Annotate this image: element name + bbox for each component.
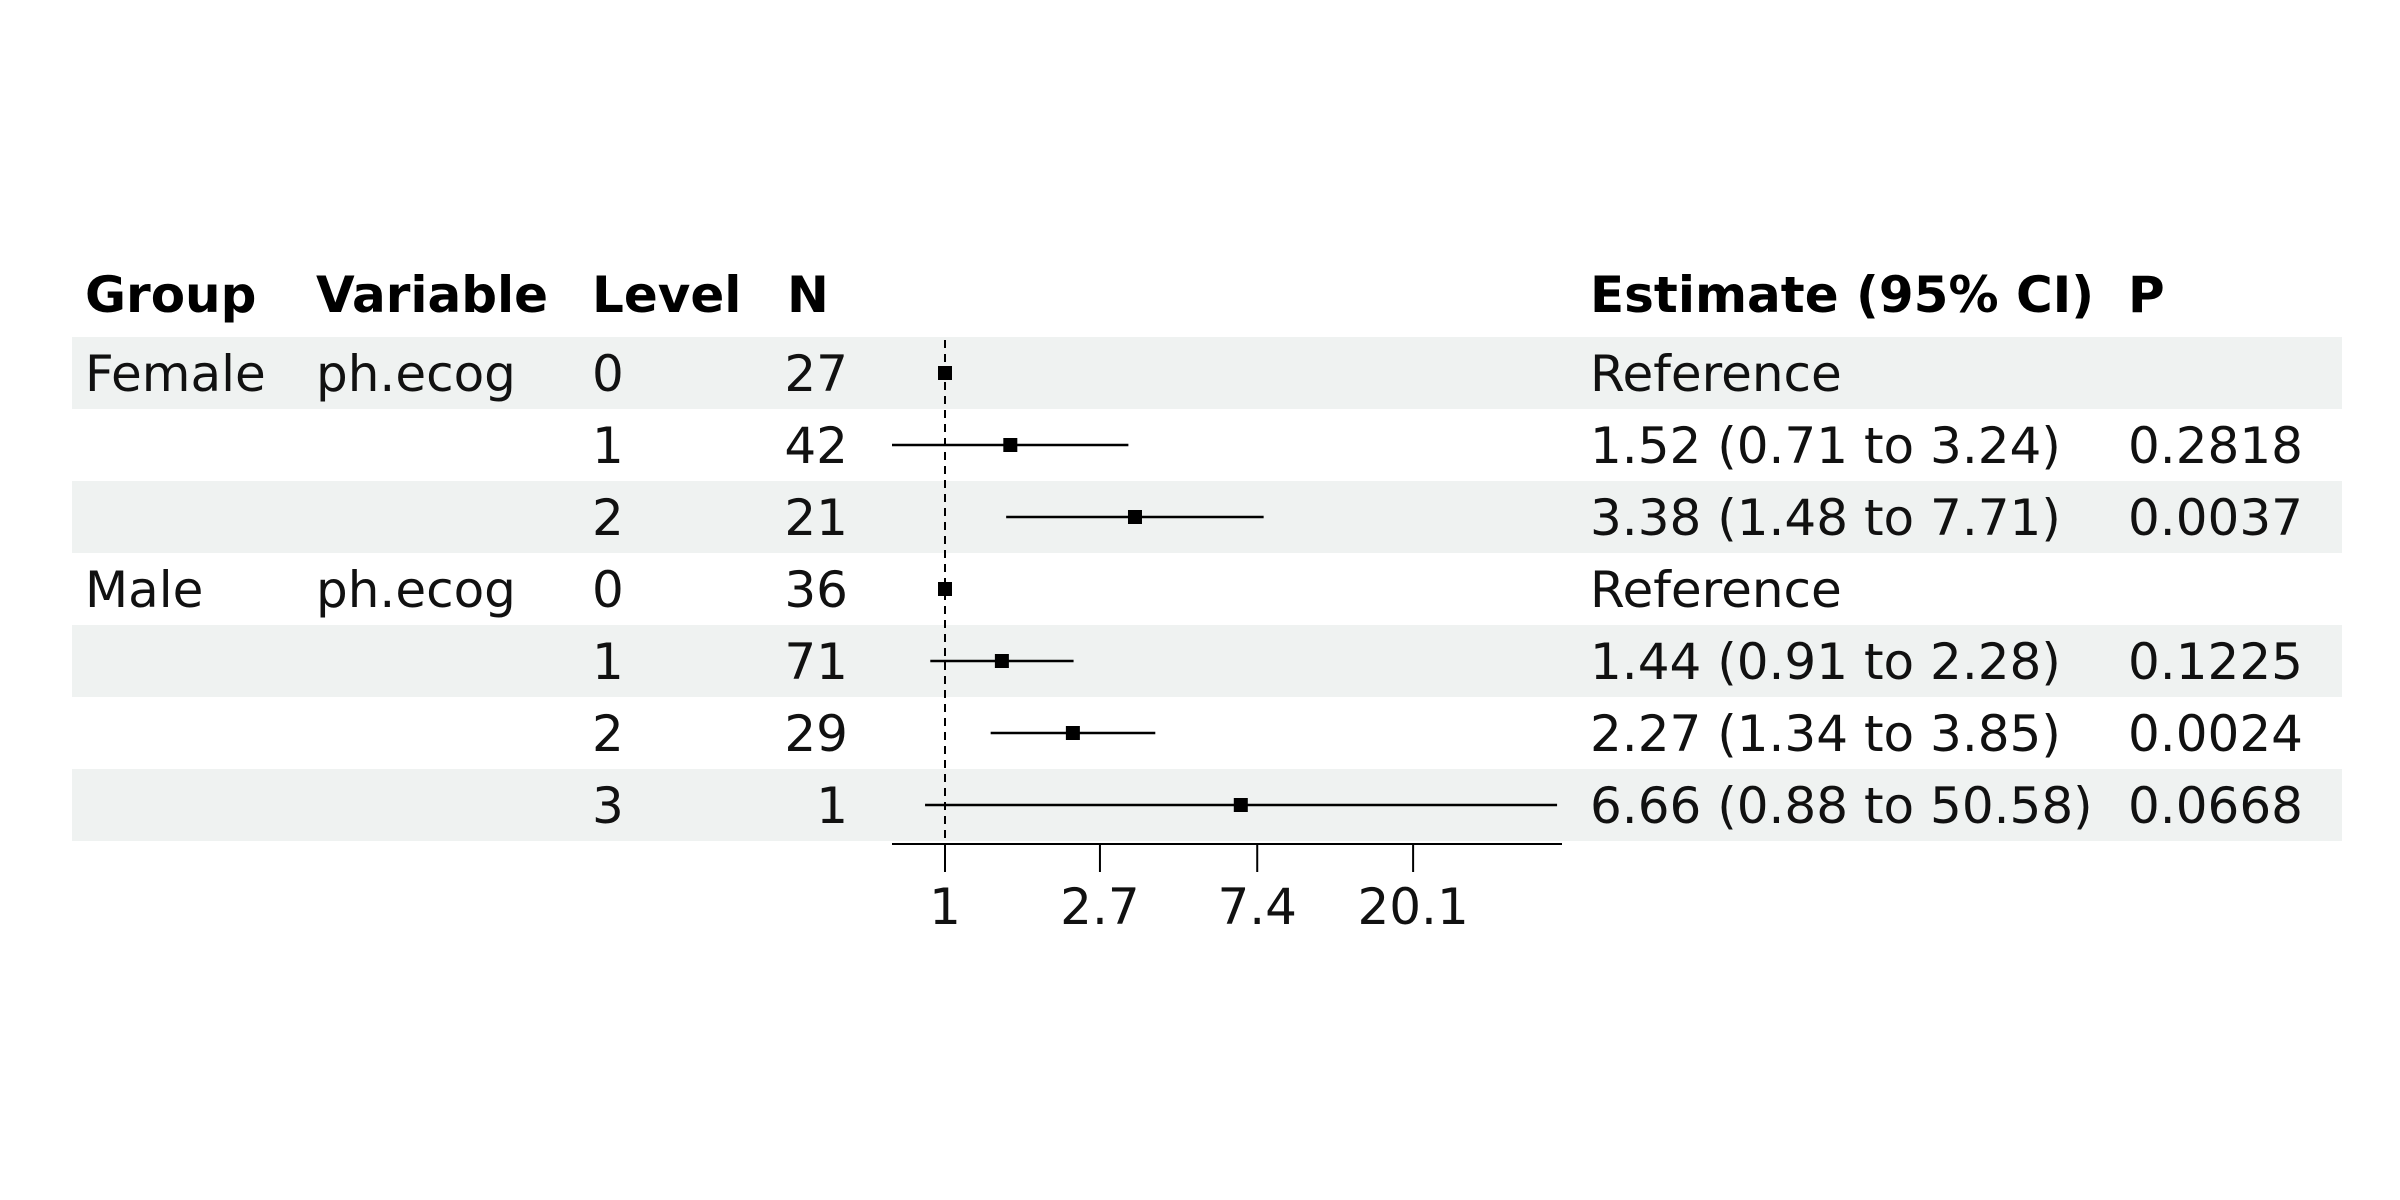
- cell-p: 0.0024: [2128, 705, 2303, 763]
- cell-level: 1: [592, 417, 624, 475]
- cell-level: 2: [592, 489, 624, 547]
- cell-level: 3: [592, 777, 624, 835]
- cell-n: 71: [784, 633, 848, 691]
- estimate-point: [1127, 510, 1142, 524]
- cell-estimate: 1.44 (0.91 to 2.28): [1590, 633, 2061, 691]
- cell-estimate: 1.52 (0.71 to 3.24): [1590, 417, 2061, 475]
- cell-p: 0.2818: [2128, 417, 2303, 475]
- cell-p: 0.0668: [2128, 777, 2303, 835]
- forest-marks: [892, 340, 1558, 841]
- cell-level: 1: [592, 633, 624, 691]
- cell-variable: ph.ecog: [316, 561, 516, 619]
- cell-group: Male: [85, 561, 203, 619]
- estimate-point: [994, 654, 1009, 668]
- x-axis: 1 2.7 7.4 20.1: [892, 843, 1562, 936]
- header-estimate: Estimate (95% CI): [1590, 266, 2094, 324]
- cell-variable: ph.ecog: [316, 345, 516, 403]
- cell-n: 21: [784, 489, 848, 547]
- cell-estimate: 6.66 (0.88 to 50.58): [1590, 777, 2093, 835]
- row-band: [72, 337, 2342, 409]
- estimate-point: [938, 582, 952, 596]
- header-variable: Variable: [316, 266, 548, 324]
- cell-p: 0.0037: [2128, 489, 2303, 547]
- cell-level: 0: [592, 561, 624, 619]
- x-tick-label: 7.4: [1217, 878, 1297, 936]
- x-tick-label: 2.7: [1060, 878, 1140, 936]
- cell-estimate: Reference: [1590, 345, 1842, 403]
- cell-n: 27: [784, 345, 848, 403]
- cell-estimate: 2.27 (1.34 to 3.85): [1590, 705, 2061, 763]
- cell-n: 42: [784, 417, 848, 475]
- x-tick-label: 20.1: [1357, 878, 1468, 936]
- header-p: P: [2128, 266, 2165, 324]
- cell-n: 29: [784, 705, 848, 763]
- header-level: Level: [592, 266, 741, 324]
- cell-level: 0: [592, 345, 624, 403]
- cell-group: Female: [85, 345, 266, 403]
- table-header: Group Variable Level N Estimate (95% CI)…: [85, 266, 2165, 324]
- cell-p: 0.1225: [2128, 633, 2303, 691]
- row-band: [72, 625, 2342, 697]
- estimate-point: [1065, 726, 1080, 740]
- header-n: N: [787, 266, 829, 324]
- cell-estimate: Reference: [1590, 561, 1842, 619]
- cell-level: 2: [592, 705, 624, 763]
- header-group: Group: [85, 266, 256, 324]
- cell-n: 36: [784, 561, 848, 619]
- x-tick-label: 1: [929, 878, 961, 936]
- cell-estimate: 3.38 (1.48 to 7.71): [1590, 489, 2061, 547]
- estimate-point: [1003, 438, 1018, 452]
- table-body: Female ph.ecog 0 27 Reference 1 42 1.52 (0.71 t…: [85, 345, 2303, 835]
- estimate-point: [1233, 798, 1248, 812]
- cell-n: 1: [816, 777, 848, 835]
